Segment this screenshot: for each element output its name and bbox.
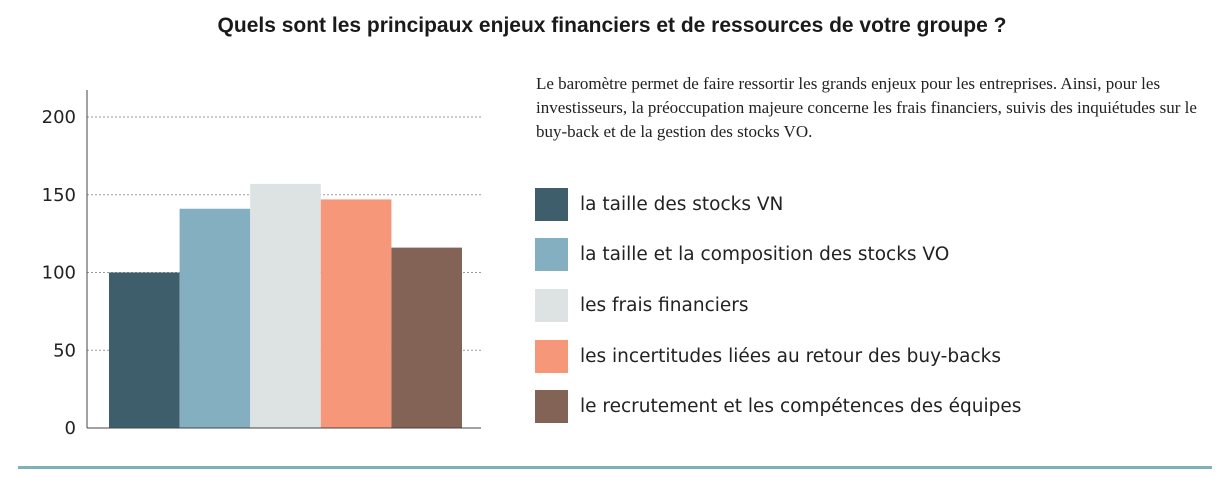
bar-1 (109, 272, 180, 428)
legend-swatch (535, 390, 568, 424)
legend-swatch (535, 187, 568, 221)
chart-title: Quels sont les principaux enjeux financi… (217, 14, 1007, 37)
footer-rule (18, 466, 1212, 469)
legend: la taille des stocks VN la taille et la c… (535, 187, 1021, 440)
bar-5 (391, 247, 462, 428)
legend-swatch (535, 238, 568, 272)
legend-item: le recrutement et les compétences des éq… (535, 390, 1021, 424)
legend-item: la taille des stocks VN (535, 187, 1021, 221)
legend-swatch (535, 288, 568, 322)
legend-label: la taille et la composition des stocks V… (580, 244, 950, 266)
y-tick-label: 0 (65, 418, 76, 439)
legend-label: la taille des stocks VN (580, 193, 784, 215)
legend-swatch (535, 339, 568, 373)
legend-item: la taille et la composition des stocks V… (535, 238, 1021, 272)
legend-label: le recrutement et les compétences des éq… (580, 396, 1022, 418)
bar-chart: 0 50 100 150 200 (42, 90, 481, 439)
bar-3 (250, 183, 321, 428)
legend-label: les incertitudes liées au retour des buy… (580, 345, 1001, 367)
y-tick-label: 150 (42, 185, 76, 206)
bar-4 (320, 199, 392, 428)
legend-label: les frais financiers (580, 294, 749, 316)
y-tick-label: 200 (42, 107, 76, 128)
legend-item: les incertitudes liées au retour des buy… (535, 339, 1021, 373)
intro-text: Le baromètre permet de faire ressortir l… (536, 74, 1197, 141)
y-tick-label: 100 (42, 263, 76, 284)
bar-layer (109, 183, 462, 428)
legend-item: les frais financiers (535, 288, 1021, 322)
bar-2 (179, 208, 251, 428)
y-tick-label: 50 (53, 340, 76, 361)
